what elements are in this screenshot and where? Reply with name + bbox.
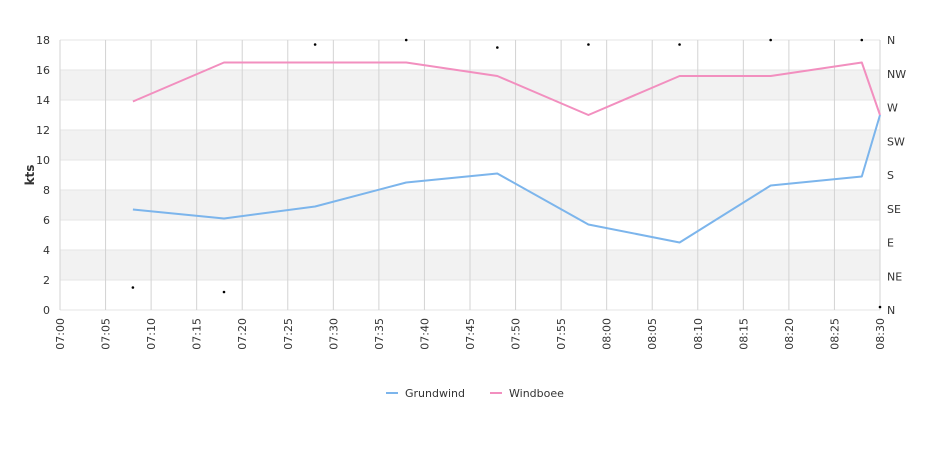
x-tick-label: 08:05 bbox=[646, 318, 659, 350]
x-tick-label: 07:45 bbox=[464, 318, 477, 350]
y2-tick-label: W bbox=[887, 102, 898, 115]
y-axis-title: kts bbox=[23, 165, 37, 186]
x-tick-label: 07:30 bbox=[327, 318, 340, 350]
y2-tick-label: E bbox=[887, 237, 894, 250]
direction-markers bbox=[131, 38, 882, 309]
x-tick-label: 07:15 bbox=[191, 318, 204, 350]
x-tick-label: 07:05 bbox=[100, 318, 113, 350]
x-tick-label: 08:25 bbox=[828, 318, 841, 350]
legend-item-grundwind: Grundwind bbox=[386, 387, 465, 400]
y-tick-label: 10 bbox=[36, 154, 50, 167]
y-tick-label: 2 bbox=[43, 274, 50, 287]
x-tick-label: 07:20 bbox=[236, 318, 249, 350]
y-tick-label: 6 bbox=[43, 214, 50, 227]
direction-marker bbox=[678, 43, 681, 46]
direction-marker bbox=[404, 38, 408, 42]
direction-marker bbox=[313, 43, 317, 46]
y2-tick-label: S bbox=[887, 169, 894, 182]
y2-tick-label: N bbox=[887, 34, 895, 47]
legend: Grundwind Windboee bbox=[386, 387, 564, 400]
x-tick-label: 08:30 bbox=[874, 318, 887, 350]
x-tick-label: 07:10 bbox=[145, 318, 158, 350]
legend-label: Grundwind bbox=[405, 387, 465, 400]
y-tick-label: 12 bbox=[36, 124, 50, 137]
x-tick-label: 08:00 bbox=[601, 318, 614, 350]
y-tick-label: 14 bbox=[36, 94, 50, 107]
direction-marker bbox=[131, 286, 135, 289]
y2-tick-label: NW bbox=[887, 68, 906, 81]
y2-tick-label: SW bbox=[887, 135, 905, 148]
direction-marker bbox=[860, 38, 864, 42]
x-axis: 07:00 07:05 07:10 07:15 07:20 07:25 07:30 07:35… bbox=[54, 318, 887, 350]
legend-label: Windboee bbox=[509, 387, 564, 400]
x-tick-label: 07:25 bbox=[282, 318, 295, 350]
x-tick-label: 08:15 bbox=[737, 318, 750, 350]
y-tick-label: 4 bbox=[43, 244, 50, 257]
x-tick-label: 07:40 bbox=[418, 318, 431, 350]
y-tick-label: 8 bbox=[43, 184, 50, 197]
y2-tick-label: N bbox=[887, 304, 895, 317]
direction-marker bbox=[587, 43, 590, 46]
series-line-windboee bbox=[132, 61, 881, 116]
y-axis-right: N NE E SE S SW W NW N bbox=[887, 34, 906, 317]
x-tick-label: 07:00 bbox=[54, 318, 67, 350]
y2-tick-label: NE bbox=[887, 270, 902, 283]
x-tick-label: 07:50 bbox=[510, 318, 523, 350]
grid-lines bbox=[59, 39, 881, 311]
y-tick-label: 16 bbox=[36, 64, 50, 77]
direction-marker bbox=[769, 38, 772, 42]
x-tick-label: 08:10 bbox=[692, 318, 705, 350]
y-tick-label: 18 bbox=[36, 34, 50, 47]
legend-item-windboee: Windboee bbox=[490, 387, 564, 400]
direction-marker bbox=[222, 290, 226, 294]
y2-tick-label: SE bbox=[887, 203, 901, 216]
direction-marker bbox=[496, 46, 499, 49]
direction-marker bbox=[878, 305, 882, 309]
y-axis-left: 0 2 4 6 8 10 12 14 16 18 bbox=[36, 34, 50, 317]
x-tick-label: 08:20 bbox=[783, 318, 796, 350]
series-layer bbox=[132, 61, 881, 244]
y-tick-label: 0 bbox=[43, 304, 50, 317]
x-tick-label: 07:55 bbox=[555, 318, 568, 350]
series-line-grundwind bbox=[132, 114, 881, 244]
x-tick-label: 07:35 bbox=[373, 318, 386, 350]
